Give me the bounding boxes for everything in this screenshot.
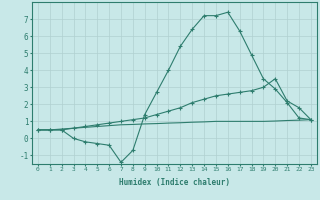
X-axis label: Humidex (Indice chaleur): Humidex (Indice chaleur) [119,178,230,187]
